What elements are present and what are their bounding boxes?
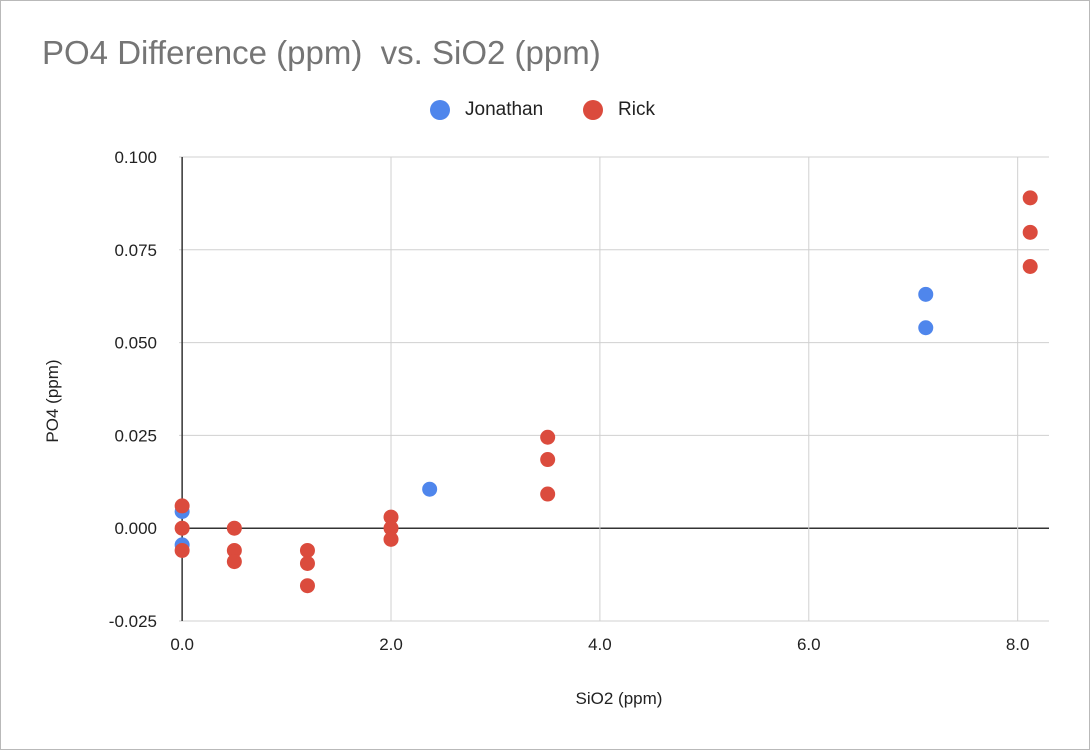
data-point-rick bbox=[540, 452, 556, 468]
data-point-rick bbox=[1022, 190, 1038, 206]
y-tick-label: 0.000 bbox=[114, 519, 157, 538]
legend-label-rick: Rick bbox=[618, 99, 655, 120]
x-axis-title: SiO2 (ppm) bbox=[576, 689, 663, 708]
data-point-rick bbox=[540, 486, 556, 502]
data-point-jonathan bbox=[918, 320, 934, 336]
data-point-jonathan bbox=[918, 286, 934, 302]
x-tick-label: 2.0 bbox=[379, 635, 403, 654]
y-tick-label: 0.050 bbox=[114, 334, 157, 353]
data-point-rick bbox=[226, 542, 242, 558]
x-tick-label: 4.0 bbox=[588, 635, 612, 654]
data-point-rick bbox=[540, 429, 556, 445]
y-tick-label: 0.075 bbox=[114, 241, 157, 260]
x-tick-label: 0.0 bbox=[170, 635, 194, 654]
data-point-rick bbox=[383, 520, 399, 536]
data-point-rick bbox=[1022, 224, 1038, 240]
data-point-rick bbox=[383, 531, 399, 547]
data-point-rick bbox=[226, 520, 242, 536]
chart-title: PO4 Difference (ppm) vs. SiO2 (ppm) bbox=[42, 34, 601, 71]
legend-marker-rick bbox=[583, 100, 603, 120]
y-tick-label: 0.025 bbox=[114, 426, 157, 445]
x-tick-label: 6.0 bbox=[797, 635, 821, 654]
data-point-rick bbox=[174, 520, 190, 536]
data-point-rick bbox=[174, 498, 190, 514]
y-tick-label: 0.100 bbox=[114, 148, 157, 167]
legend-label-jonathan: Jonathan bbox=[465, 99, 544, 120]
x-tick-label: 8.0 bbox=[1006, 635, 1030, 654]
data-point-rick bbox=[226, 554, 242, 570]
data-point-rick bbox=[174, 542, 190, 558]
data-point-rick bbox=[299, 578, 315, 594]
legend-item-jonathan[interactable]: Jonathan bbox=[430, 95, 543, 125]
data-point-rick bbox=[299, 555, 315, 571]
data-point-rick bbox=[1022, 259, 1038, 275]
data-point-jonathan bbox=[422, 481, 438, 497]
y-axis-title: PO4 (ppm) bbox=[43, 359, 62, 442]
legend-marker-jonathan bbox=[430, 100, 450, 120]
legend-item-rick[interactable]: Rick bbox=[583, 95, 655, 125]
y-tick-label: -0.025 bbox=[109, 612, 157, 631]
legend: Jonathan Rick bbox=[0, 95, 1090, 125]
data-point-rick bbox=[299, 542, 315, 558]
data-point-rick bbox=[383, 509, 399, 525]
